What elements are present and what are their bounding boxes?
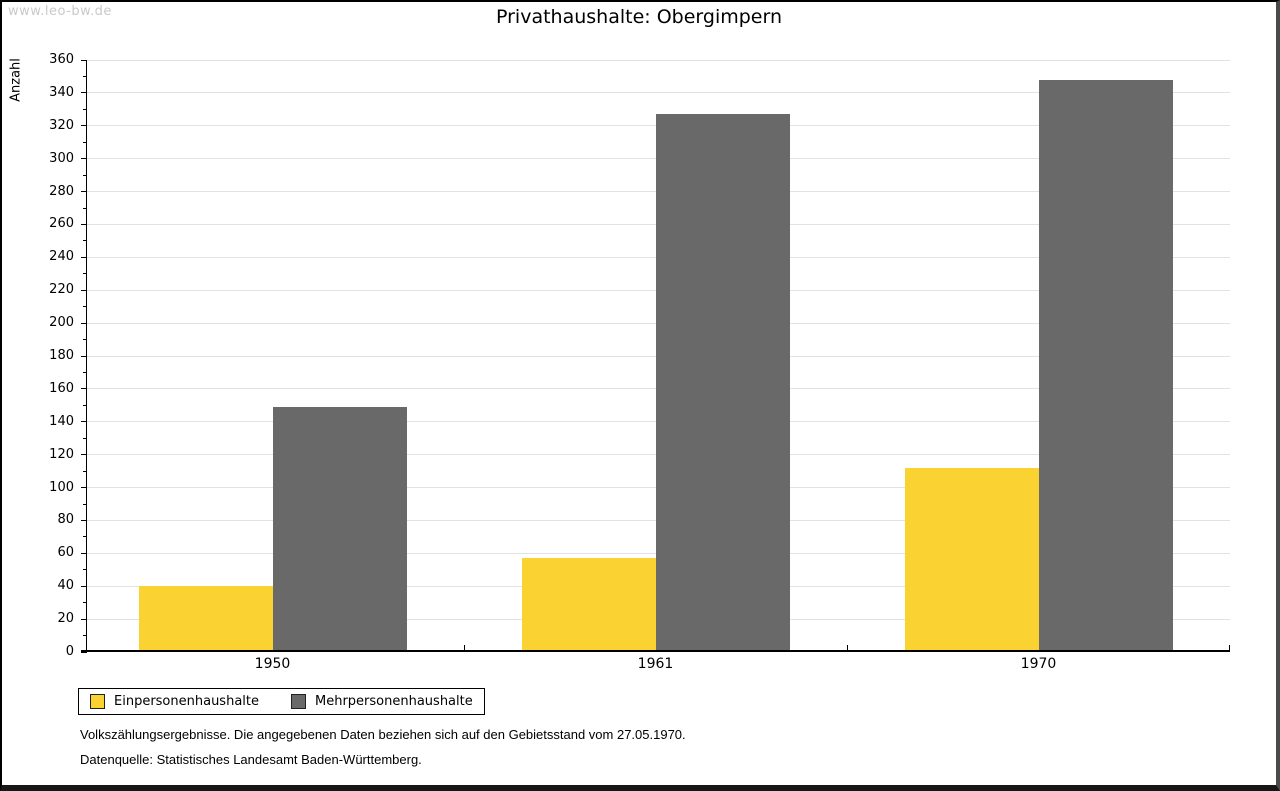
y-minor-tick: [83, 470, 87, 472]
y-tick-label: 340: [49, 84, 74, 100]
bar-einpersonenhaushalte-1950: [138, 586, 273, 652]
y-tick-label: 160: [49, 380, 74, 396]
x-tick-label: 1950: [254, 656, 291, 672]
y-minor-tick: [83, 536, 87, 538]
bar-einpersonenhaushalte-1970: [904, 468, 1039, 652]
y-major-tick: [81, 322, 87, 324]
y-major-tick: [81, 519, 87, 521]
y-major-tick: [81, 256, 87, 258]
y-tick-label: 360: [49, 52, 74, 67]
y-tick-label: 280: [49, 183, 74, 199]
y-minor-tick: [83, 141, 87, 143]
y-tick-label: 260: [49, 216, 74, 232]
gridline: [86, 92, 1230, 94]
y-minor-tick: [83, 207, 87, 209]
chart-title: Privathaushalte: Obergimpern: [495, 6, 783, 28]
y-tick-label: 140: [49, 413, 74, 429]
bar-mehrpersonenhaushalte-1950: [272, 407, 407, 652]
footnote: Volkszählungsergebnisse. Die angegebenen…: [80, 727, 686, 742]
y-tick-label: 200: [49, 315, 74, 331]
y-tick-label: 100: [49, 479, 74, 495]
y-minor-tick: [83, 602, 87, 604]
x-boundary-tick: [1229, 645, 1230, 650]
legend-swatch-einpersonenhaushalte: [90, 694, 105, 709]
x-boundary-tick: [847, 645, 848, 650]
y-tick-label: 60: [57, 545, 74, 561]
y-major-tick: [81, 487, 87, 489]
y-minor-tick: [83, 75, 87, 77]
y-major-tick: [81, 585, 87, 587]
bar-mehrpersonenhaushalte-1961: [655, 114, 790, 652]
y-major-tick: [81, 651, 87, 653]
y-minor-tick: [83, 437, 87, 439]
y-major-tick: [81, 125, 87, 127]
y-minor-tick: [83, 240, 87, 242]
y-tick-label: 120: [49, 446, 74, 462]
plot-area: 0 20 40 60 80 100 120 140 160 180 200 220 240 260 280 3…: [49, 52, 1230, 672]
y-major-tick: [81, 223, 87, 225]
y-major-tick: [81, 552, 87, 554]
y-tick-label: 220: [49, 282, 74, 298]
y-minor-tick: [83, 306, 87, 308]
legend-swatch-mehrpersonenhaushalte: [291, 694, 306, 709]
y-minor-tick: [83, 371, 87, 373]
y-tick-label: 20: [57, 611, 74, 627]
y-tick-label: 240: [49, 249, 74, 265]
gridline: [86, 59, 1230, 61]
legend-entry: Mehrpersonenhaushalte: [291, 694, 473, 709]
y-minor-tick: [83, 404, 87, 406]
x-boundary-tick: [464, 645, 465, 650]
y-minor-tick: [83, 273, 87, 275]
y-major-tick: [81, 454, 87, 456]
x-tick-label: 1961: [637, 656, 674, 672]
y-minor-tick: [83, 503, 87, 505]
legend-label: Einpersonenhaushalte: [114, 694, 259, 709]
y-minor-tick: [83, 635, 87, 637]
y-major-tick: [81, 289, 87, 291]
y-minor-tick: [83, 339, 87, 341]
y-tick-label: 180: [49, 348, 74, 363]
bar-mehrpersonenhaushalte-1970: [1038, 80, 1173, 652]
y-axis-label: Anzahl: [8, 58, 24, 102]
y-major-tick: [81, 388, 87, 390]
y-tick-label: 40: [57, 578, 74, 594]
y-axis-line: [86, 60, 87, 652]
y-minor-tick: [83, 569, 87, 571]
legend: Einpersonenhaushalte Mehrpersonenhaushalt…: [78, 688, 485, 715]
y-tick-label: 0: [65, 644, 74, 659]
y-minor-tick: [83, 108, 87, 110]
y-major-tick: [81, 355, 87, 357]
y-minor-tick: [83, 174, 87, 176]
y-major-tick: [81, 421, 87, 423]
y-major-tick: [81, 191, 87, 193]
x-axis-line: [81, 650, 1230, 652]
y-tick-label: 300: [49, 150, 74, 166]
bar-einpersonenhaushalte-1961: [521, 558, 656, 652]
y-major-tick: [81, 618, 87, 620]
y-tick-label: 80: [57, 512, 74, 528]
y-major-tick: [81, 59, 87, 61]
y-major-tick: [81, 92, 87, 94]
watermark: www.leo-bw.de: [8, 4, 112, 19]
y-major-tick: [81, 158, 87, 160]
y-tick-label: 320: [49, 117, 74, 133]
legend-label: Mehrpersonenhaushalte: [315, 694, 473, 709]
legend-entry: Einpersonenhaushalte: [90, 694, 259, 709]
x-tick-label: 1970: [1020, 656, 1057, 672]
source-note: Datenquelle: Statistisches Landesamt Bad…: [80, 752, 422, 767]
